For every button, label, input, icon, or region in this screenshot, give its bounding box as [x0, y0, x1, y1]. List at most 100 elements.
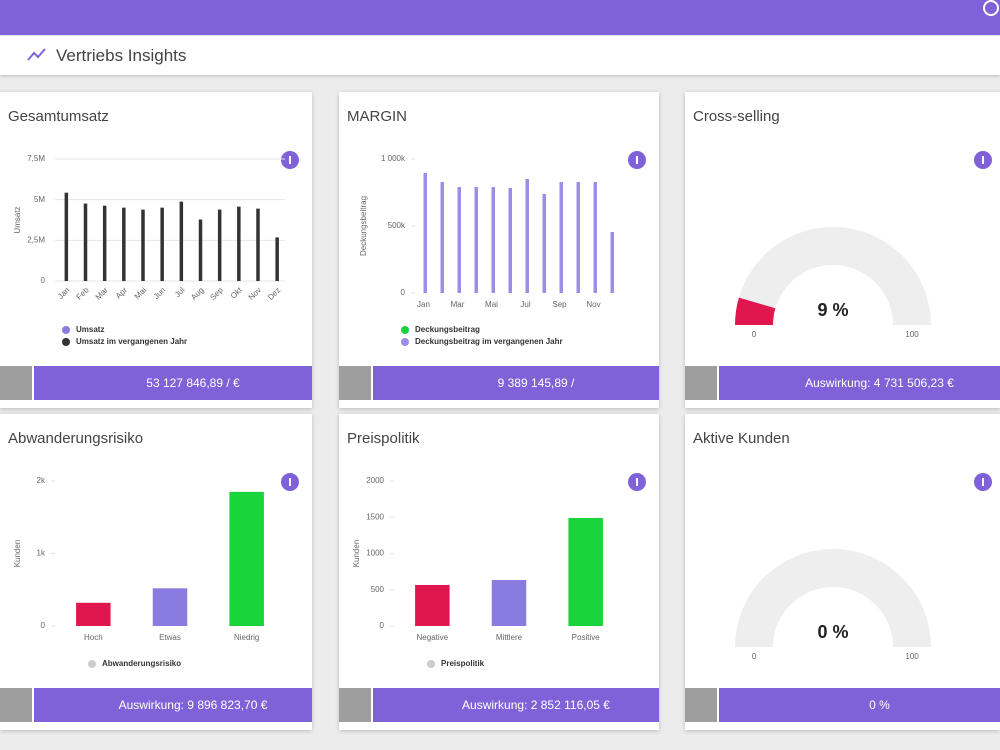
x-tick-label: Nov	[586, 300, 600, 309]
x-tick-label: Negative	[417, 633, 449, 642]
card: Abwanderungsrisiko Auswirkung: 9 896 823,…	[0, 414, 312, 730]
x-tick-label: Nov	[247, 286, 263, 302]
x-tick-label: Mar	[451, 300, 465, 309]
y-tick-label: 0	[41, 276, 46, 285]
bar	[64, 192, 69, 281]
gauge-tick-label: 0	[752, 652, 757, 661]
card-title: MARGIN	[347, 108, 407, 125]
y-tick-label: 7,5M	[27, 154, 45, 163]
x-tick-label: Aug	[189, 286, 205, 302]
footer-square	[0, 366, 32, 400]
footer-bar	[373, 366, 659, 400]
y-tick-label: 2k	[37, 476, 46, 485]
gauge-track	[735, 549, 931, 647]
x-tick-label: Sep	[208, 285, 225, 302]
help-icon[interactable]	[983, 0, 999, 16]
card-svg: Cross-selling Auswirkung: 4 731 506,23 € 9…	[685, 108, 1000, 400]
y-tick-label: 1k	[37, 549, 46, 558]
info-glyph	[289, 156, 291, 164]
y-tick-label: 2000	[366, 476, 384, 485]
bar	[568, 517, 603, 626]
footer-value: Auswirkung: 9 896 823,70 €	[119, 698, 268, 712]
trend-icon	[27, 48, 46, 61]
gauge-tick-label: 100	[905, 652, 919, 661]
top-bar	[0, 0, 1000, 35]
bar	[152, 588, 188, 626]
info-glyph	[982, 478, 984, 486]
gauge-value-label: 9 %	[817, 300, 848, 320]
bar	[525, 178, 529, 293]
y-tick-label: 0	[380, 621, 385, 630]
x-tick-label: Etwas	[159, 633, 181, 642]
legend-swatch	[62, 326, 70, 334]
gauge-track	[735, 227, 931, 325]
bar	[593, 182, 597, 293]
footer-square	[339, 366, 371, 400]
card: Cross-selling Auswirkung: 4 731 506,23 € 9…	[685, 92, 1000, 408]
x-tick-label: Jul	[173, 285, 187, 299]
footer-value: 0 %	[869, 698, 890, 712]
x-tick-label: Mar	[94, 285, 110, 301]
legend-swatch	[427, 660, 435, 668]
x-tick-label: Jan	[417, 300, 430, 309]
footer-bar	[719, 366, 1000, 400]
legend-label: Deckungsbeitrag im vergangenen Jahr	[415, 337, 563, 346]
y-tick-label: 5M	[34, 195, 45, 204]
bar	[83, 203, 88, 281]
card-title: Preispolitik	[347, 430, 420, 447]
legend-swatch	[88, 660, 96, 668]
card-title: Gesamtumsatz	[8, 108, 109, 125]
footer-value: 53 127 846,89 / €	[146, 376, 240, 390]
y-tick-label: 0	[41, 621, 46, 630]
y-tick-label: 0	[401, 288, 406, 297]
x-tick-label: Okt	[229, 285, 245, 301]
info-glyph	[982, 156, 984, 164]
legend-label: Deckungsbeitrag	[415, 325, 480, 334]
bar	[256, 208, 260, 281]
gauge-value-label: 0 %	[817, 622, 848, 642]
card-svg: Preispolitik Auswirkung: 2 852 116,05 € 0 5…	[339, 430, 659, 722]
y-axis-label: Kunden	[13, 540, 22, 568]
legend-swatch	[401, 338, 409, 346]
page-title: Vertriebs Insights	[56, 46, 187, 65]
y-tick-label: 1 000k	[381, 154, 406, 163]
card-title: Abwanderungsrisiko	[8, 430, 143, 447]
legend-label: Umsatz	[76, 325, 104, 334]
x-tick-label: Jun	[152, 286, 167, 301]
footer-square	[685, 366, 717, 400]
legend-label: Umsatz im vergangenen Jahr	[76, 337, 187, 346]
bar	[440, 182, 444, 293]
y-axis-label: Kunden	[352, 540, 361, 568]
legend-swatch	[62, 338, 70, 346]
bar	[610, 232, 614, 293]
gauge-value-arc	[735, 297, 776, 325]
info-glyph	[636, 156, 638, 164]
card: Preispolitik Auswirkung: 2 852 116,05 € 0 5…	[339, 414, 659, 730]
legend-swatch	[401, 326, 409, 334]
x-tick-label: Hoch	[84, 633, 103, 642]
card-svg: Aktive Kunden 0 % 0 % 0 100	[685, 430, 1000, 722]
bar	[415, 584, 450, 626]
legend-label: Preispolitik	[441, 659, 485, 668]
footer-bar	[34, 688, 312, 722]
bar	[160, 207, 164, 281]
x-tick-label: Apr	[114, 285, 129, 300]
bar	[423, 172, 427, 293]
gauge-tick-label: 100	[905, 330, 919, 339]
footer-square	[0, 688, 32, 722]
info-glyph	[289, 478, 291, 486]
bar	[474, 187, 478, 293]
card: MARGIN 9 389 145,89 / 0 500k 1 000k Deckungsb…	[339, 92, 659, 408]
card: Gesamtumsatz 53 127 846,89 / € 0 2,5M 5M 7,5M…	[0, 92, 312, 408]
bar	[76, 602, 111, 626]
bar	[237, 206, 241, 281]
card-svg: Abwanderungsrisiko Auswirkung: 9 896 823,…	[0, 430, 312, 722]
card-svg: MARGIN 9 389 145,89 / 0 500k 1 000k Deckungsb…	[339, 108, 659, 400]
y-axis-label: Deckungsbeitrag	[359, 196, 368, 256]
y-tick-label: 2,5M	[27, 235, 45, 244]
x-tick-label: Jul	[520, 300, 530, 309]
footer-value: Auswirkung: 4 731 506,23 €	[805, 376, 954, 390]
y-tick-label: 500	[371, 585, 385, 594]
card-title: Cross-selling	[693, 108, 780, 125]
y-tick-label: 1500	[366, 512, 384, 521]
